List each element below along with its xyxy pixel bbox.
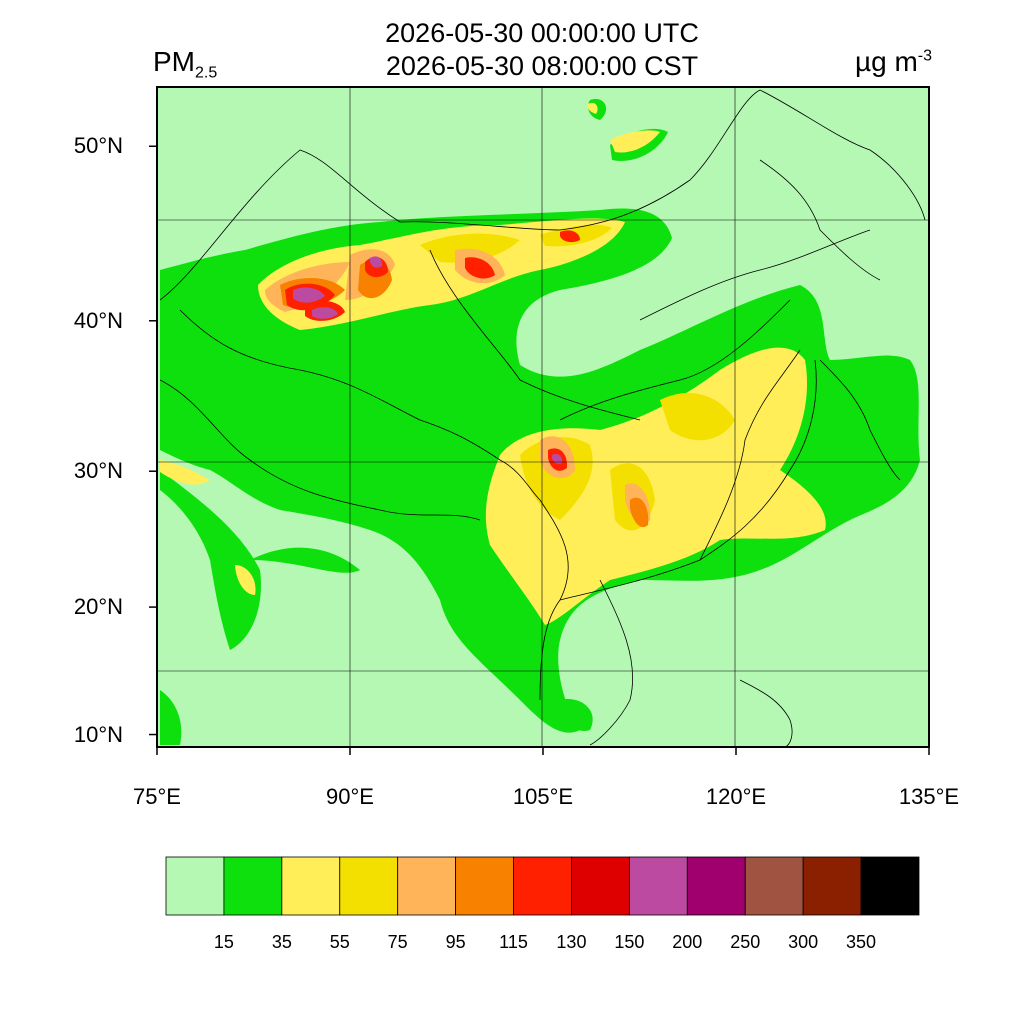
colorbar-swatch	[165, 856, 225, 916]
lon-tick-label: 105°E	[512, 784, 574, 809]
colorbar-swatch	[455, 856, 514, 916]
variable-subscript: 2.5	[195, 64, 218, 82]
title-cst: 2026-05-30 08:00:00 CST	[385, 51, 699, 81]
lon-tick-label: 75°E	[133, 784, 181, 809]
unit-superscript: -3	[917, 47, 932, 65]
colorbar-label: 95	[445, 932, 466, 952]
colorbar-swatch	[686, 856, 746, 916]
colorbar-label: 35	[271, 932, 292, 952]
colorbar-swatch	[628, 856, 688, 916]
unit-name: µg m	[854, 46, 918, 77]
colorbar-label: 75	[387, 932, 408, 952]
lat-tick-label: 30°N	[73, 458, 123, 484]
colorbar-swatch	[860, 856, 920, 916]
colorbar-label: 250	[730, 932, 761, 952]
lon-tick-label: 135°E	[898, 784, 960, 809]
colorbar-swatch	[802, 856, 862, 916]
colorbar-swatch	[223, 856, 283, 916]
graticule	[157, 87, 929, 747]
title-utc: 2026-05-30 00:00:00 UTC	[385, 18, 699, 48]
colorbar-label: 350	[846, 932, 877, 952]
colorbar-swatch	[397, 856, 457, 916]
lat-tick-label: 20°N	[73, 594, 123, 620]
boundary-lines	[159, 89, 926, 747]
colorbar-swatch	[513, 856, 572, 916]
variable-label: PM2.5	[153, 46, 217, 83]
lat-tick-label: 40°N	[73, 307, 123, 333]
variable-name: PM	[153, 46, 195, 77]
unit-label: µg m-3	[855, 46, 932, 78]
colorbar-label: 300	[788, 932, 819, 952]
colorbar-swatch	[281, 856, 341, 916]
lat-tick-label: 10°N	[73, 721, 123, 747]
colorbar-label: 200	[672, 932, 703, 952]
pm25-band-150-200	[293, 256, 563, 465]
lon-tick-label: 90°E	[326, 784, 374, 809]
colorbar-swatch	[744, 856, 804, 916]
colorbar-swatch	[571, 856, 630, 916]
axis-ticks	[149, 145, 930, 755]
colorbar-label: 130	[556, 932, 587, 952]
colorbar-swatch	[339, 856, 399, 916]
colorbar-label: 55	[329, 932, 350, 952]
colorbar-label: 15	[213, 932, 234, 952]
colorbar-label: 150	[614, 932, 645, 952]
colorbar	[165, 856, 920, 916]
concentration-field	[157, 87, 929, 747]
colorbar-label: 115	[499, 932, 528, 952]
lat-tick-label: 50°N	[73, 133, 123, 159]
lon-tick-label: 120°E	[705, 784, 767, 809]
